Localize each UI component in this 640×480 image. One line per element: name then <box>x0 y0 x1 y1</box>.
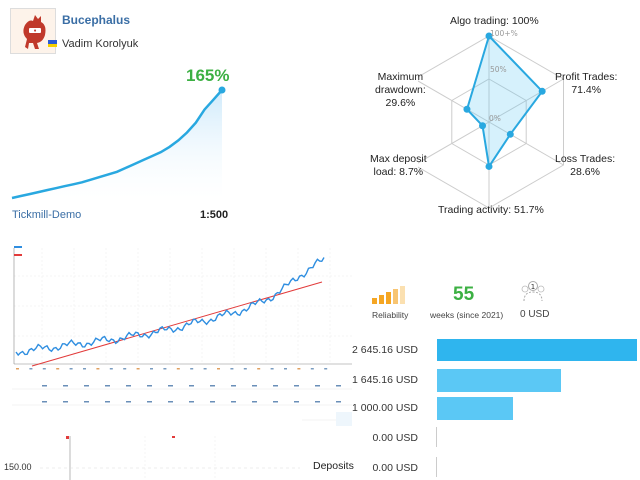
balance-bar-axis <box>436 427 437 447</box>
broker-link[interactable]: Tickmill-Demo <box>12 209 82 221</box>
rooster-logo-icon: ♦ <box>23 15 46 49</box>
gain-percent: 165% <box>186 66 230 85</box>
leverage-value: 1:500 <box>200 209 229 221</box>
lower-chart <box>40 436 300 480</box>
sparkline-area <box>12 90 222 200</box>
radar-chart: 100+% 50% 0% <box>418 29 564 208</box>
radar-label-algo: Algo trading: 100% <box>450 15 539 27</box>
sparkline-line <box>11 89 223 200</box>
radar-scale-mid: 50% <box>490 65 507 74</box>
radar-point-max_deposit_load <box>479 122 487 130</box>
radar-label-loss: Loss Trades: 28.6% <box>555 153 616 178</box>
radar-scale-min: 0% <box>489 114 501 123</box>
balance-bar <box>437 339 637 361</box>
balance-bar <box>437 397 513 420</box>
reliability-bars-icon <box>372 286 405 304</box>
growth-chart-image <box>2 236 358 436</box>
signal-name-link[interactable]: Bucephalus <box>62 13 131 27</box>
weeks-label: weeks (since 2021) <box>430 310 504 320</box>
balance-line <box>15 257 325 357</box>
balance-amount: 1 645.16 USD <box>352 374 418 386</box>
lower-chart-axis-value: 150.00 <box>4 462 32 472</box>
balance-bar-axis <box>436 457 437 477</box>
radar-label-drawdown: Maximum drawdown: 29.6% <box>375 71 426 109</box>
svg-text:1: 1 <box>531 283 535 291</box>
balance-amount: 0.00 USD <box>372 462 418 474</box>
reliability-label: Reliability <box>372 310 409 320</box>
subscribers-value: 0 USD <box>520 309 550 320</box>
balance-amount: 2 645.16 USD <box>352 344 418 356</box>
signal-avatar[interactable]: ♦ <box>10 8 56 54</box>
radar-point-trading_activity <box>485 162 493 170</box>
radar-point-algo_trading <box>485 32 493 40</box>
weeks-count: 55 <box>453 284 475 305</box>
radar-label-profit: Profit Trades: 71.4% <box>555 71 618 96</box>
radar-value-area <box>465 34 544 170</box>
radar-point-profit_trades <box>538 87 546 95</box>
growth-sparkline <box>11 86 226 200</box>
deposits-label: Deposits <box>313 460 354 472</box>
ukraine-flag-icon <box>48 40 57 47</box>
balance-amount: 1 000.00 USD <box>352 402 418 414</box>
trend-line <box>31 281 323 367</box>
radar-point-loss_trades <box>506 130 514 138</box>
svg-text:♦: ♦ <box>33 28 37 33</box>
sparkline-end-point <box>218 86 226 94</box>
radar-label-activity: Trading activity: 51.7% <box>438 204 544 216</box>
subscribers-icon: 1 <box>521 281 545 302</box>
radar-scale-max: 100+% <box>490 29 518 38</box>
radar-point-maximum_drawdown <box>463 105 471 113</box>
balance-amount: 0.00 USD <box>372 432 418 444</box>
radar-label-deposit: Max deposit load: 8.7% <box>370 153 427 178</box>
author-name[interactable]: Vadim Korolyuk <box>62 38 139 50</box>
balance-bar <box>437 369 561 392</box>
